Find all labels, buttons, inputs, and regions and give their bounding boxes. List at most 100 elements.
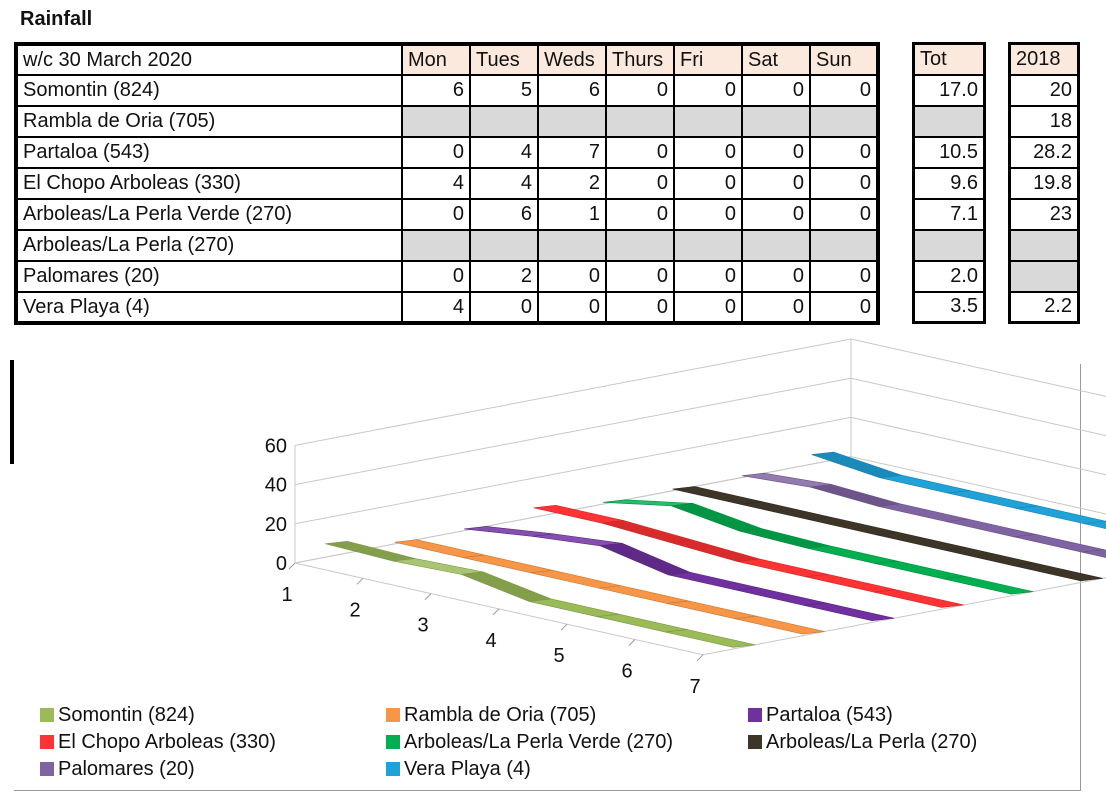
- table-row: Arboleas/La Perla (270): [15, 229, 879, 262]
- series-segment: [804, 602, 895, 622]
- series-segment: [462, 554, 553, 574]
- rain-value: [605, 229, 675, 262]
- series-segment: [394, 539, 485, 558]
- rain-value: 7: [537, 136, 607, 169]
- series-ribbon: [533, 504, 964, 608]
- x-tick-label: 5: [553, 645, 564, 667]
- series-ribbon: [394, 539, 825, 635]
- series-ribbon: [325, 540, 756, 648]
- rain-value: 0: [605, 74, 675, 107]
- series-segment: [530, 570, 621, 589]
- gridline: [294, 338, 1106, 446]
- rain-value: 0: [673, 291, 743, 324]
- rain-value: 0: [809, 136, 879, 169]
- year-value: 20: [1008, 73, 1080, 107]
- station-name: Vera Playa (4): [15, 291, 403, 324]
- day-header: Thurs: [605, 43, 675, 76]
- rain-value: 6: [469, 198, 539, 231]
- rain-value: 0: [741, 260, 811, 293]
- series-segment: [740, 501, 831, 520]
- rain-value: 0: [741, 198, 811, 231]
- day-header: Sat: [741, 43, 811, 76]
- rain-value: 2: [469, 260, 539, 293]
- legend-swatch: [40, 762, 54, 776]
- rain-value: [469, 105, 539, 138]
- x-tick-label: 1: [281, 584, 292, 606]
- total-value: 2.0: [912, 259, 986, 293]
- x-tick-label: 6: [621, 661, 632, 683]
- series-segment: [529, 598, 620, 618]
- legend-label: Palomares (20): [58, 758, 195, 780]
- table-row: Palomares (20) 0 2 0 0 0 0 0: [15, 260, 879, 293]
- year-2018-column: 2018 20 18 28.2 19.8 23 2.2: [1008, 42, 1080, 324]
- legend-label: Somontin (824): [58, 704, 195, 726]
- day-header: Tues: [469, 43, 539, 76]
- series-segment: [875, 560, 966, 580]
- series-ribbon: [742, 472, 1106, 558]
- day-header: Sun: [809, 43, 879, 76]
- series-segment: [533, 504, 624, 524]
- rain-value: 0: [605, 260, 675, 293]
- series-ribbon: [811, 451, 1106, 529]
- year-value: 19.8: [1008, 166, 1080, 200]
- station-name: Arboleas/La Perla Verde (270): [15, 198, 403, 231]
- week-label: w/c 30 March 2020: [15, 43, 403, 76]
- rain-value: 0: [605, 198, 675, 231]
- series-segment: [876, 532, 967, 551]
- gridline: [294, 377, 1106, 486]
- series-ribbon: [603, 499, 1034, 595]
- legend-label: Arboleas/La Perla (270): [766, 731, 978, 753]
- legend-item: Vera Playa (4): [386, 758, 531, 781]
- rain-value: 0: [741, 291, 811, 324]
- rain-value: 4: [469, 136, 539, 169]
- legend-label: Rambla de Oria (705): [404, 704, 597, 726]
- rain-value: 0: [401, 260, 471, 293]
- station-name: Somontin (824): [15, 74, 403, 107]
- series-ribbon: [464, 526, 895, 622]
- day-header: Mon: [401, 43, 471, 76]
- rain-value: 0: [605, 136, 675, 169]
- rain-value: 0: [605, 291, 675, 324]
- series-segment: [946, 518, 1037, 538]
- series-segment: [461, 571, 552, 602]
- rain-value: [741, 105, 811, 138]
- series-segment: [943, 576, 1034, 595]
- station-name: Arboleas/La Perla (270): [15, 229, 403, 262]
- series-segment: [598, 585, 689, 604]
- rain-value: [741, 229, 811, 262]
- rain-value: 0: [469, 291, 539, 324]
- series-segment: [325, 540, 416, 562]
- table-row: El Chopo Arboleas (330) 4 4 2 0 0 0 0: [15, 167, 879, 200]
- legend-swatch: [748, 735, 762, 749]
- tot-header: Tot: [912, 42, 986, 76]
- series-segment: [671, 503, 762, 532]
- rain-value: 0: [605, 167, 675, 200]
- y-tick-label: 60: [265, 435, 287, 457]
- rain-value: 0: [741, 167, 811, 200]
- table-border-line: [10, 360, 14, 464]
- y-tick-label: 0: [276, 553, 287, 575]
- series-segment: [1015, 505, 1106, 524]
- total-value: [912, 104, 986, 138]
- table-row: Somontin (824) 6 5 6 0 0 0 0: [15, 74, 879, 107]
- rain-value: 0: [673, 74, 743, 107]
- legend-label: Partaloa (543): [766, 704, 893, 726]
- rain-value: [809, 105, 879, 138]
- legend-item: Rambla de Oria (705): [386, 704, 596, 727]
- legend-item: Arboleas/La Perla Verde (270): [386, 731, 673, 754]
- legend-item: El Chopo Arboleas (330): [40, 731, 276, 754]
- year-value: 2.2: [1008, 290, 1080, 324]
- day-header: Weds: [537, 43, 607, 76]
- series-segment: [1083, 520, 1106, 529]
- series-segment: [805, 574, 896, 593]
- total-column: Tot 17.0 10.5 9.6 7.1 2.0 3.5: [912, 42, 986, 324]
- rain-value: 1: [537, 198, 607, 231]
- series-segment: [947, 490, 1038, 509]
- series-segment: [598, 542, 692, 576]
- rain-value: 0: [673, 198, 743, 231]
- rain-value: 0: [741, 136, 811, 169]
- rain-value: 0: [809, 74, 879, 107]
- rain-value: 0: [809, 167, 879, 200]
- table-row: Partaloa (543) 0 4 7 0 0 0 0: [15, 136, 879, 169]
- total-value: 7.1: [912, 197, 986, 231]
